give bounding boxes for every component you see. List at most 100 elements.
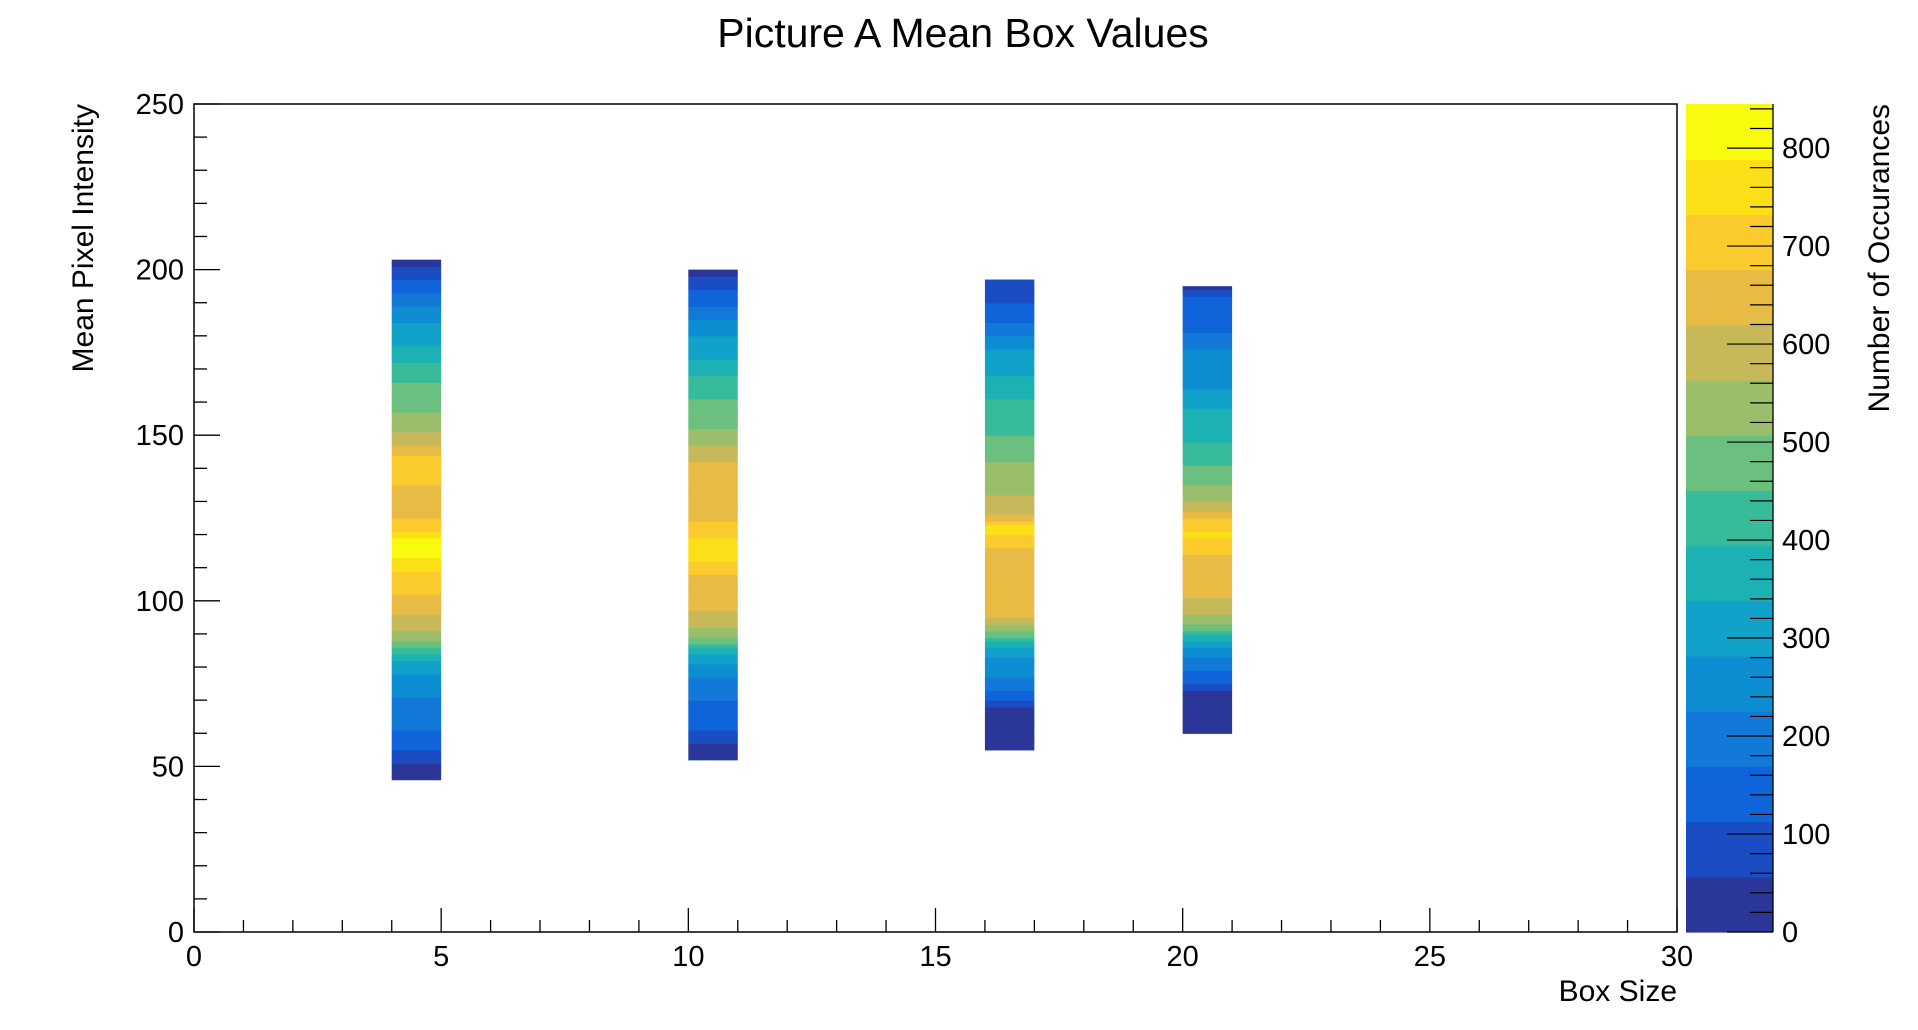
heatmap-cell bbox=[984, 680, 1035, 685]
heatmap-cell bbox=[688, 378, 738, 383]
heatmap-cell bbox=[984, 547, 1035, 552]
heatmap-cell bbox=[984, 431, 1035, 436]
heatmap-cell bbox=[688, 431, 738, 436]
heatmap-cell bbox=[1182, 518, 1233, 522]
heatmap-cell bbox=[688, 643, 738, 648]
heatmap-cell bbox=[688, 700, 738, 705]
heatmap-cell bbox=[1182, 574, 1233, 579]
heatmap-cell bbox=[391, 415, 442, 420]
heatmap-cell bbox=[984, 524, 1035, 529]
heatmap-cell bbox=[688, 494, 738, 499]
heatmap-cell bbox=[984, 657, 1035, 662]
heatmap-cell bbox=[1182, 481, 1233, 486]
heatmap-cell bbox=[688, 531, 738, 536]
colorbar-tick-label: 400 bbox=[1782, 525, 1830, 557]
heatmap-cell bbox=[1182, 335, 1233, 340]
heatmap-cell bbox=[984, 286, 1035, 291]
heatmap-cell bbox=[984, 309, 1035, 314]
heatmap-cell bbox=[984, 610, 1035, 615]
heatmap-cell bbox=[391, 680, 442, 685]
heatmap-cell bbox=[688, 673, 738, 678]
heatmap-cell bbox=[688, 541, 738, 546]
heatmap-cell bbox=[391, 587, 442, 592]
heatmap-cell bbox=[984, 594, 1035, 599]
heatmap-cell bbox=[984, 438, 1035, 443]
heatmap-cell bbox=[984, 455, 1035, 459]
x-tick-label: 5 bbox=[433, 941, 449, 973]
colorbar-tick-label: 500 bbox=[1782, 427, 1830, 459]
heatmap-cell bbox=[391, 405, 442, 410]
heatmap-cell bbox=[984, 577, 1035, 582]
heatmap-cell bbox=[984, 441, 1035, 446]
heatmap-cell bbox=[984, 597, 1035, 602]
colorbar-swatch bbox=[1686, 821, 1773, 878]
heatmap-cell bbox=[688, 315, 738, 320]
heatmap-cell bbox=[984, 696, 1035, 701]
heatmap-cell bbox=[1182, 577, 1233, 582]
heatmap-cell bbox=[688, 458, 738, 463]
chart-title: Picture A Mean Box Values bbox=[717, 10, 1209, 56]
heatmap-cell bbox=[1182, 491, 1233, 496]
heatmap-cell bbox=[984, 508, 1035, 512]
heatmap-cell bbox=[391, 438, 442, 443]
heatmap-cell bbox=[391, 362, 442, 367]
heatmap-cells bbox=[391, 259, 1233, 781]
heatmap-cell bbox=[688, 557, 738, 562]
heatmap-cell bbox=[984, 554, 1035, 559]
heatmap-cell bbox=[1182, 676, 1233, 681]
heatmap-cell bbox=[391, 693, 442, 698]
heatmap-cell bbox=[984, 531, 1035, 536]
heatmap-cell bbox=[688, 749, 738, 754]
heatmap-cell bbox=[391, 620, 442, 625]
heatmap-cell bbox=[688, 746, 738, 751]
heatmap-cell bbox=[688, 491, 738, 496]
heatmap-cell bbox=[391, 431, 442, 436]
heatmap-cell bbox=[984, 676, 1035, 681]
heatmap-cell bbox=[391, 759, 442, 764]
heatmap-cell bbox=[391, 418, 442, 423]
heatmap-cell bbox=[984, 461, 1035, 466]
heatmap-cell bbox=[984, 372, 1035, 377]
heatmap-cell bbox=[391, 365, 442, 370]
heatmap-cell bbox=[1182, 514, 1233, 519]
heatmap-cell bbox=[688, 445, 738, 450]
heatmap-cell bbox=[1182, 710, 1233, 715]
heatmap-cell bbox=[688, 269, 738, 274]
heatmap-cell bbox=[688, 385, 738, 390]
heatmap-cell bbox=[688, 597, 738, 602]
heatmap-cell bbox=[391, 607, 442, 612]
heatmap-cell bbox=[1182, 620, 1233, 625]
heatmap-cell bbox=[688, 580, 738, 585]
heatmap-cell bbox=[391, 385, 442, 390]
heatmap-cell bbox=[688, 402, 738, 406]
heatmap-cell bbox=[688, 647, 738, 652]
heatmap-cell bbox=[688, 372, 738, 377]
heatmap-cell bbox=[984, 640, 1035, 645]
heatmap-cell bbox=[688, 743, 738, 748]
y-tick-label: 200 bbox=[136, 255, 184, 287]
heatmap-cell bbox=[391, 577, 442, 582]
heatmap-cell bbox=[688, 312, 738, 317]
heatmap-cell bbox=[1182, 670, 1233, 675]
heatmap-cell bbox=[391, 544, 442, 549]
heatmap-cell bbox=[688, 524, 738, 529]
heatmap-cell bbox=[1182, 607, 1233, 612]
heatmap-cell bbox=[984, 345, 1035, 350]
heatmap-cell bbox=[1182, 355, 1233, 360]
heatmap-cell bbox=[688, 693, 738, 698]
heatmap-cell bbox=[1182, 726, 1233, 731]
heatmap-cell bbox=[1182, 693, 1233, 698]
heatmap-cell bbox=[688, 657, 738, 662]
heatmap-cell bbox=[688, 753, 738, 758]
heatmap-cell bbox=[984, 395, 1035, 400]
heatmap-cell bbox=[391, 584, 442, 589]
heatmap-cell bbox=[1182, 306, 1233, 310]
heatmap-cell bbox=[1182, 557, 1233, 562]
heatmap-cell bbox=[688, 415, 738, 420]
heatmap-cell bbox=[1182, 438, 1233, 443]
heatmap-cell bbox=[984, 653, 1035, 658]
heatmap-cell bbox=[688, 577, 738, 582]
colorbar-tick-label: 200 bbox=[1782, 721, 1830, 753]
heatmap-cell bbox=[984, 471, 1035, 476]
heatmap-cell bbox=[391, 332, 442, 337]
